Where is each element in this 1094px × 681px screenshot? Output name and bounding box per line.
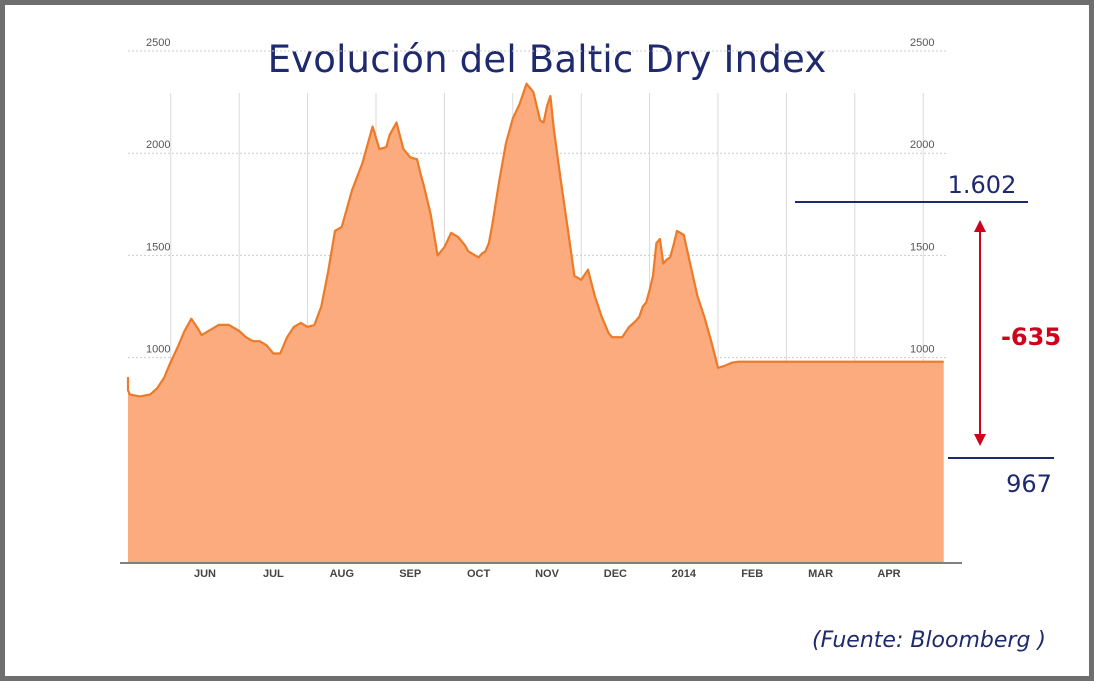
y-tick-label-left: 1500	[146, 241, 170, 253]
x-tick-label: SEP	[399, 568, 421, 580]
y-tick-label-left: 1000	[146, 344, 170, 356]
x-tick-label: DEC	[604, 568, 627, 580]
bottom-value-label: 967	[1006, 470, 1052, 498]
x-tick-label: JUN	[194, 568, 216, 580]
x-tick-label: MAR	[808, 568, 833, 580]
series-area-fill	[128, 83, 944, 562]
x-tick-label: JUL	[263, 568, 284, 580]
area-series	[126, 82, 944, 562]
difference-label: -635	[1001, 323, 1061, 351]
x-tick-label: OCT	[467, 568, 491, 580]
x-tick-label: AUG	[330, 568, 354, 580]
y-axis-right: 1000 1500 2000 2500	[910, 37, 934, 356]
y-tick-label-right: 1000	[910, 344, 934, 356]
x-tick-label: APR	[877, 568, 900, 580]
x-axis: JUN JUL AUG SEP OCT NOV DEC 2014 FEB MAR APR	[194, 568, 901, 580]
y-tick-label-right: 2000	[910, 139, 934, 151]
y-tick-label-left: 2500	[146, 37, 170, 49]
y-tick-label-left: 2000	[146, 139, 170, 151]
y-tick-label-right: 1500	[910, 241, 934, 253]
series-line	[126, 82, 944, 398]
x-tick-label: 2014	[672, 568, 697, 580]
chart-title: Evolución del Baltic Dry Index	[267, 38, 827, 81]
x-tick-label: NOV	[535, 568, 560, 580]
y-tick-label-right: 2500	[910, 37, 934, 49]
top-value-label: 1.602	[948, 171, 1017, 199]
x-tick-label: FEB	[741, 568, 763, 580]
source-note: (Fuente: Bloomberg )	[812, 628, 1046, 653]
y-axis-left: 1000 1500 2000 2500	[146, 37, 170, 356]
